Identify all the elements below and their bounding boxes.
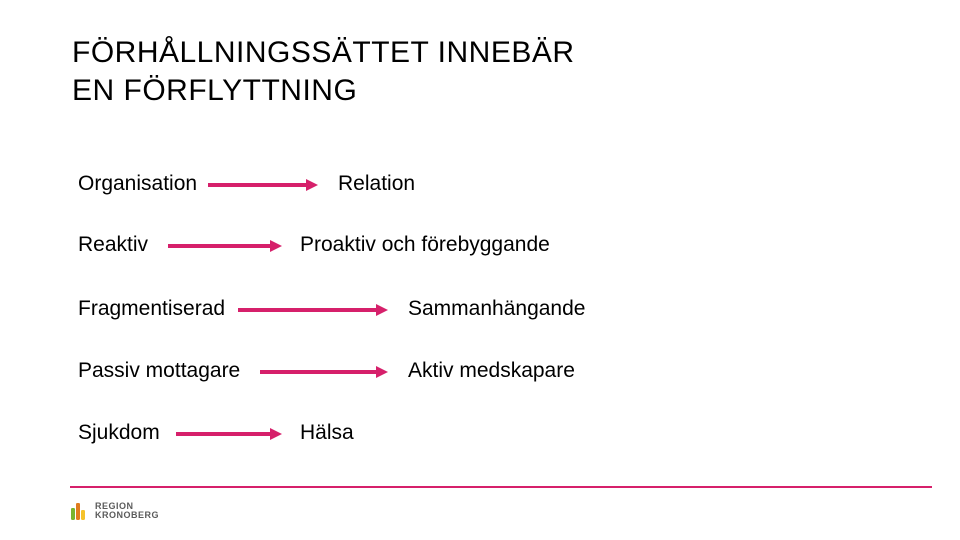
arrow-line [208, 183, 308, 187]
arrow-icon [168, 240, 282, 252]
transition-row: Reaktiv Proaktiv och förebyggande [0, 233, 960, 273]
from-label: Sjukdom [78, 421, 160, 445]
arrow-line [238, 308, 378, 312]
arrow-head [376, 304, 388, 316]
from-label: Fragmentiserad [78, 297, 225, 321]
arrow-icon [238, 304, 388, 316]
to-label: Relation [338, 172, 415, 196]
arrow-line [168, 244, 272, 248]
from-label: Organisation [78, 172, 197, 196]
arrow-line [260, 370, 378, 374]
transition-row: Passiv mottagare Aktiv medskapare [0, 359, 960, 399]
arrow-head [376, 366, 388, 378]
logo-text: REGION KRONOBERG [95, 502, 159, 521]
logo-icon [70, 500, 90, 522]
title-line-1: FÖRHÅLLNINGSSÄTTET INNEBÄR [72, 36, 575, 69]
to-label: Sammanhängande [408, 297, 585, 321]
transition-row: Fragmentiserad Sammanhängande [0, 297, 960, 337]
to-label: Proaktiv och förebyggande [300, 233, 550, 257]
logo: REGION KRONOBERG [70, 500, 159, 522]
from-label: Reaktiv [78, 233, 148, 257]
arrow-icon [208, 179, 318, 191]
arrow-line [176, 432, 272, 436]
arrow-icon [260, 366, 388, 378]
arrow-head [270, 428, 282, 440]
to-label: Hälsa [300, 421, 354, 445]
slide: FÖRHÅLLNINGSSÄTTET INNEBÄR EN FÖRFLYTTNI… [0, 0, 960, 540]
arrow-head [270, 240, 282, 252]
from-label: Passiv mottagare [78, 359, 240, 383]
footer-divider [70, 486, 932, 488]
to-label: Aktiv medskapare [408, 359, 575, 383]
transition-row: Sjukdom Hälsa [0, 421, 960, 461]
arrow-head [306, 179, 318, 191]
arrow-icon [176, 428, 282, 440]
transition-row: Organisation Relation [0, 172, 960, 212]
logo-text-line-2: KRONOBERG [95, 510, 159, 520]
slide-title: FÖRHÅLLNINGSSÄTTET INNEBÄR EN FÖRFLYTTNI… [72, 34, 575, 109]
title-line-2: EN FÖRFLYTTNING [72, 74, 357, 107]
